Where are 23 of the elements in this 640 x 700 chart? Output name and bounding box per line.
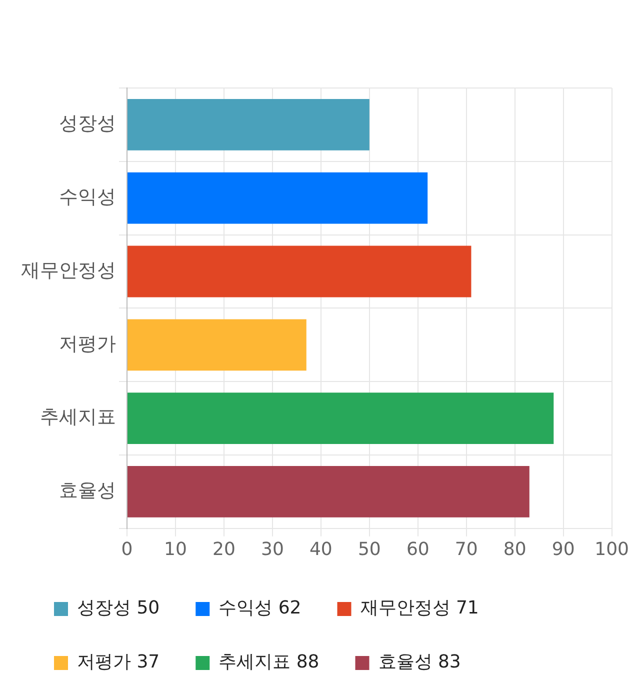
legend-label: 저평가 37 (77, 652, 160, 673)
legend-label: 성장성 50 (77, 598, 160, 619)
y-tick-label: 수익성 (59, 186, 116, 208)
legend-label: 재무안정성 71 (360, 598, 479, 619)
y-tick-label: 재무안정성 (21, 259, 116, 282)
x-tick-label: 80 (503, 538, 526, 560)
x-tick-label: 40 (309, 538, 332, 560)
legend-label: 효율성 83 (378, 652, 461, 673)
x-tick-label: 70 (454, 538, 478, 560)
x-tick-label: 60 (406, 538, 430, 560)
x-tick-label: 100 (594, 538, 629, 560)
x-tick-label: 90 (552, 538, 575, 560)
legend-label: 수익성 62 (218, 598, 302, 619)
x-tick-label: 50 (358, 538, 381, 560)
legend-label: 추세지표 88 (218, 652, 320, 673)
x-tick-label: 30 (260, 538, 284, 560)
y-tick-label: 성장성 (59, 112, 116, 135)
x-tick-label: 0 (121, 538, 133, 560)
y-tick-label: 추세지표 (40, 406, 116, 428)
y-tick-label: 저평가 (59, 332, 116, 355)
x-tick-label: 20 (212, 538, 236, 560)
y-tick-label: 효율성 (59, 480, 116, 502)
x-tick-label: 10 (164, 538, 187, 560)
